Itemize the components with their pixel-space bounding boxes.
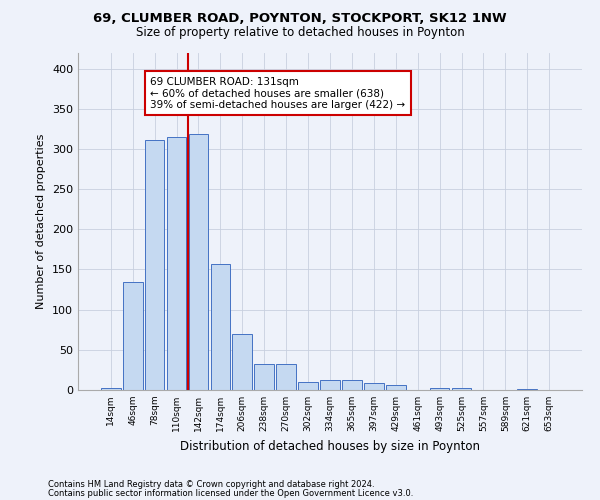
Text: 69 CLUMBER ROAD: 131sqm
← 60% of detached houses are smaller (638)
39% of semi-d: 69 CLUMBER ROAD: 131sqm ← 60% of detache… (150, 76, 406, 110)
Bar (254, 364, 274, 390)
Bar (232, 334, 252, 390)
Bar (188, 134, 208, 390)
Bar (452, 388, 472, 390)
Text: 69, CLUMBER ROAD, POYNTON, STOCKPORT, SK12 1NW: 69, CLUMBER ROAD, POYNTON, STOCKPORT, SK… (93, 12, 507, 26)
Bar (342, 380, 362, 390)
Bar (211, 264, 230, 390)
X-axis label: Distribution of detached houses by size in Poynton: Distribution of detached houses by size … (180, 440, 480, 452)
Bar (386, 385, 406, 390)
Bar (298, 382, 318, 390)
Y-axis label: Number of detached properties: Number of detached properties (37, 134, 46, 309)
Bar (167, 137, 187, 390)
Bar (320, 380, 340, 390)
Text: Size of property relative to detached houses in Poynton: Size of property relative to detached ho… (136, 26, 464, 39)
Bar (101, 388, 121, 390)
Bar (364, 383, 384, 390)
Bar (145, 140, 164, 390)
Bar (123, 282, 143, 390)
Bar (276, 364, 296, 390)
Text: Contains public sector information licensed under the Open Government Licence v3: Contains public sector information licen… (48, 488, 413, 498)
Text: Contains HM Land Registry data © Crown copyright and database right 2024.: Contains HM Land Registry data © Crown c… (48, 480, 374, 489)
Bar (517, 389, 537, 390)
Bar (430, 388, 449, 390)
